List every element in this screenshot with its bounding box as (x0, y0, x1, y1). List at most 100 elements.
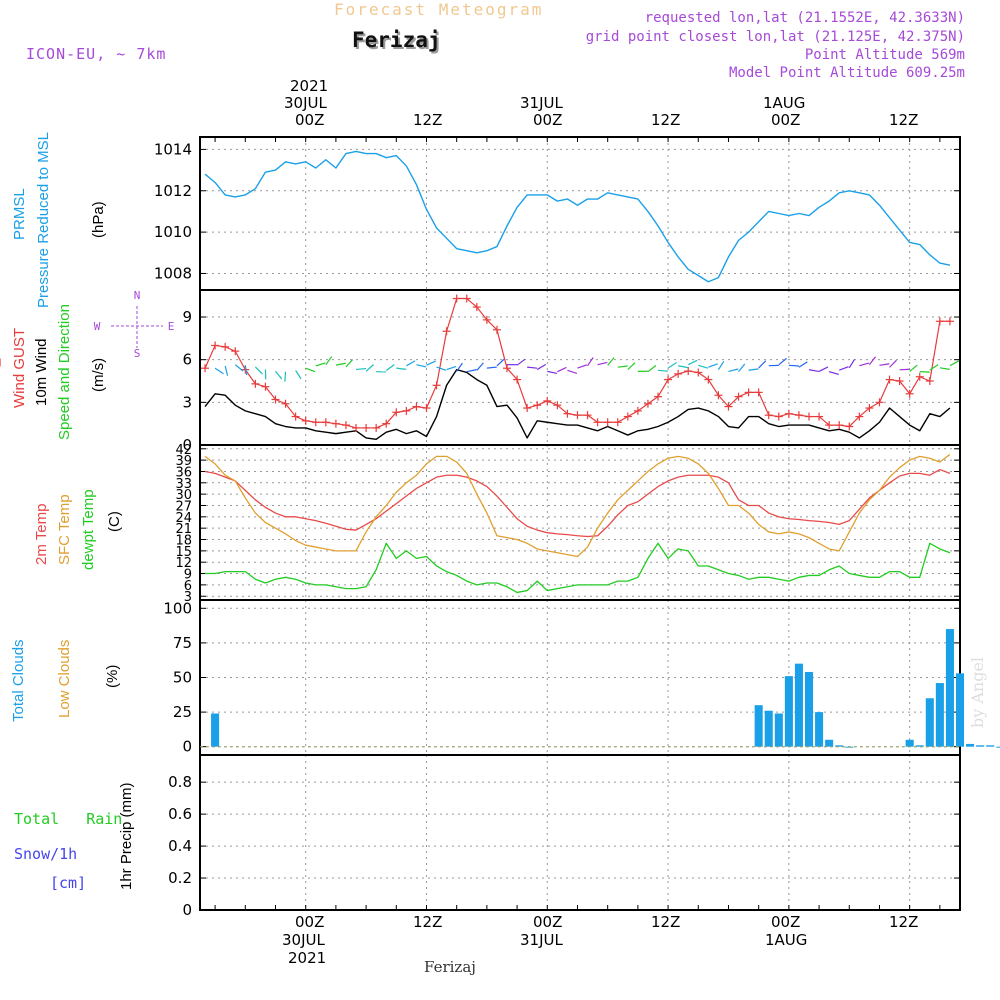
wind-direction-arrow (557, 366, 567, 373)
wind-direction-arrow (848, 359, 856, 369)
wind-direction-arrow (868, 356, 877, 366)
wind-direction-arrow (426, 360, 436, 366)
wind-direction-arrow (738, 363, 746, 373)
cloud-bar (764, 710, 773, 747)
wind-direction-arrow (496, 358, 505, 367)
compass-e-label: E (168, 320, 175, 333)
y-tick-label: 1014 (154, 140, 192, 158)
wind-direction-arrow (305, 367, 316, 373)
cloud-bar (945, 629, 954, 747)
bottom-axis-hour-5: 00Z (771, 913, 801, 931)
wind-direction-arrow (516, 358, 526, 366)
wind-direction-arrow (214, 367, 224, 375)
requested-coords: requested lon,lat (21.1552E, 42.3633N) (644, 10, 965, 26)
top-axis-hour-4: 12Z (651, 111, 681, 129)
wind-direction-arrow (728, 368, 739, 373)
y-tick-label: 0.6 (168, 805, 192, 823)
cloud-bar (784, 676, 793, 747)
wind-direction-arrow (788, 364, 799, 367)
bottom-axis-year: 2021 (288, 949, 327, 967)
wind-direction-arrow (909, 364, 918, 372)
wind-direction-arrow (919, 371, 930, 373)
wind-direction-arrow (567, 369, 578, 375)
city-name: Ferizaj (352, 28, 441, 52)
top-axis-year: 2021 (290, 77, 329, 95)
dewpt-line (205, 542, 951, 594)
wind-direction-arrow (577, 364, 588, 369)
bottom-axis-date-5: 1AUG (765, 931, 808, 949)
snow-unit: [cm] (50, 874, 87, 892)
wind-direction-arrow (607, 357, 615, 366)
wind-direction-arrow (315, 362, 326, 367)
cloud-bar (794, 663, 803, 747)
y-tick-label: 6 (184, 579, 192, 594)
cloud-bar (966, 743, 975, 747)
y-tick-label: 6 (182, 351, 192, 369)
cloud-bar (815, 712, 824, 747)
model-altitude: Model Point Altitude 609.25m (728, 65, 965, 81)
y-tick-label: 9 (184, 568, 192, 583)
wind-direction-arrow (365, 364, 374, 372)
wind-direction-arrow (627, 362, 636, 371)
cloud-bar (925, 698, 934, 747)
bottom-axis-hour-3: 00Z (533, 913, 563, 931)
bottom-axis-hour-4: 12Z (651, 913, 681, 931)
top-axis-date-5: 1AUG (763, 94, 806, 112)
wind-direction-arrow (657, 369, 669, 372)
wind-direction-arrow (396, 367, 407, 370)
top-axis-hour-2: 12Z (413, 111, 443, 129)
wind-direction-arrow (345, 359, 354, 368)
compass-n-label: N (134, 289, 141, 302)
y-tick-label: 1010 (154, 223, 192, 241)
cloud-bar (804, 671, 814, 747)
wind-direction-arrow (929, 364, 939, 371)
wind-speed-line (204, 368, 951, 441)
y-tick-label: 39 (175, 454, 192, 469)
cloud-bar (935, 683, 944, 747)
y-tick-label: 33 (175, 477, 192, 492)
top-axis-hour-1: 00Z (295, 111, 325, 129)
footer-station: Ferizaj (424, 958, 476, 976)
wind-direction-arrow (335, 362, 346, 366)
cloud-bar (915, 745, 924, 747)
y-tick-label: 1012 (154, 182, 192, 200)
wind-direction-arrow (808, 369, 819, 373)
y-tick-label: 3 (184, 590, 192, 605)
y-tick-label: 75 (173, 634, 192, 652)
y-tick-label: 0.2 (168, 869, 192, 887)
top-axis-hour-5: 00Z (771, 111, 801, 129)
y-tick-label: 25 (173, 703, 192, 721)
sfc-temp-line (204, 453, 951, 558)
wind-direction-arrow (466, 369, 477, 373)
bottom-axis-hour-1: 00Z (295, 913, 325, 931)
y-tick-label: 18 (175, 534, 192, 549)
wind-direction-arrow (678, 365, 689, 369)
wind-direction-arrow (939, 367, 950, 370)
wind-direction-arrow (244, 365, 248, 376)
wind-direction-arrow (587, 357, 594, 367)
y-tick-label: 24 (175, 511, 192, 526)
wind-direction-arrow (818, 366, 829, 372)
point-altitude: Point Altitude 569m (804, 47, 965, 63)
y-tick-label: 36 (175, 465, 192, 480)
wind-direction-arrow (456, 362, 463, 372)
y-tick-label: 30 (175, 488, 192, 503)
y-tick-label: 1008 (154, 264, 192, 282)
wind-direction-arrow (385, 364, 395, 371)
wind-direction-arrow (275, 370, 283, 380)
wind-direction-arrow (687, 359, 698, 366)
wind-direction-arrow (667, 362, 677, 369)
compass-w-label: W (94, 320, 101, 333)
bottom-axis-date-3: 31JUL (520, 931, 563, 949)
y-tick-label: 0.4 (168, 837, 192, 855)
cloud-bar (825, 739, 834, 747)
wind-direction-arrow (647, 365, 657, 373)
bottom-axis-hour-2: 12Z (413, 913, 443, 931)
wind-direction-arrow (597, 361, 608, 366)
wind-direction-arrow (446, 365, 457, 371)
y-tick-label: 21 (175, 522, 192, 537)
compass-s-label: S (134, 347, 141, 360)
forecast-title: Forecast Meteogram (334, 0, 544, 19)
cloud-bar (754, 705, 763, 747)
